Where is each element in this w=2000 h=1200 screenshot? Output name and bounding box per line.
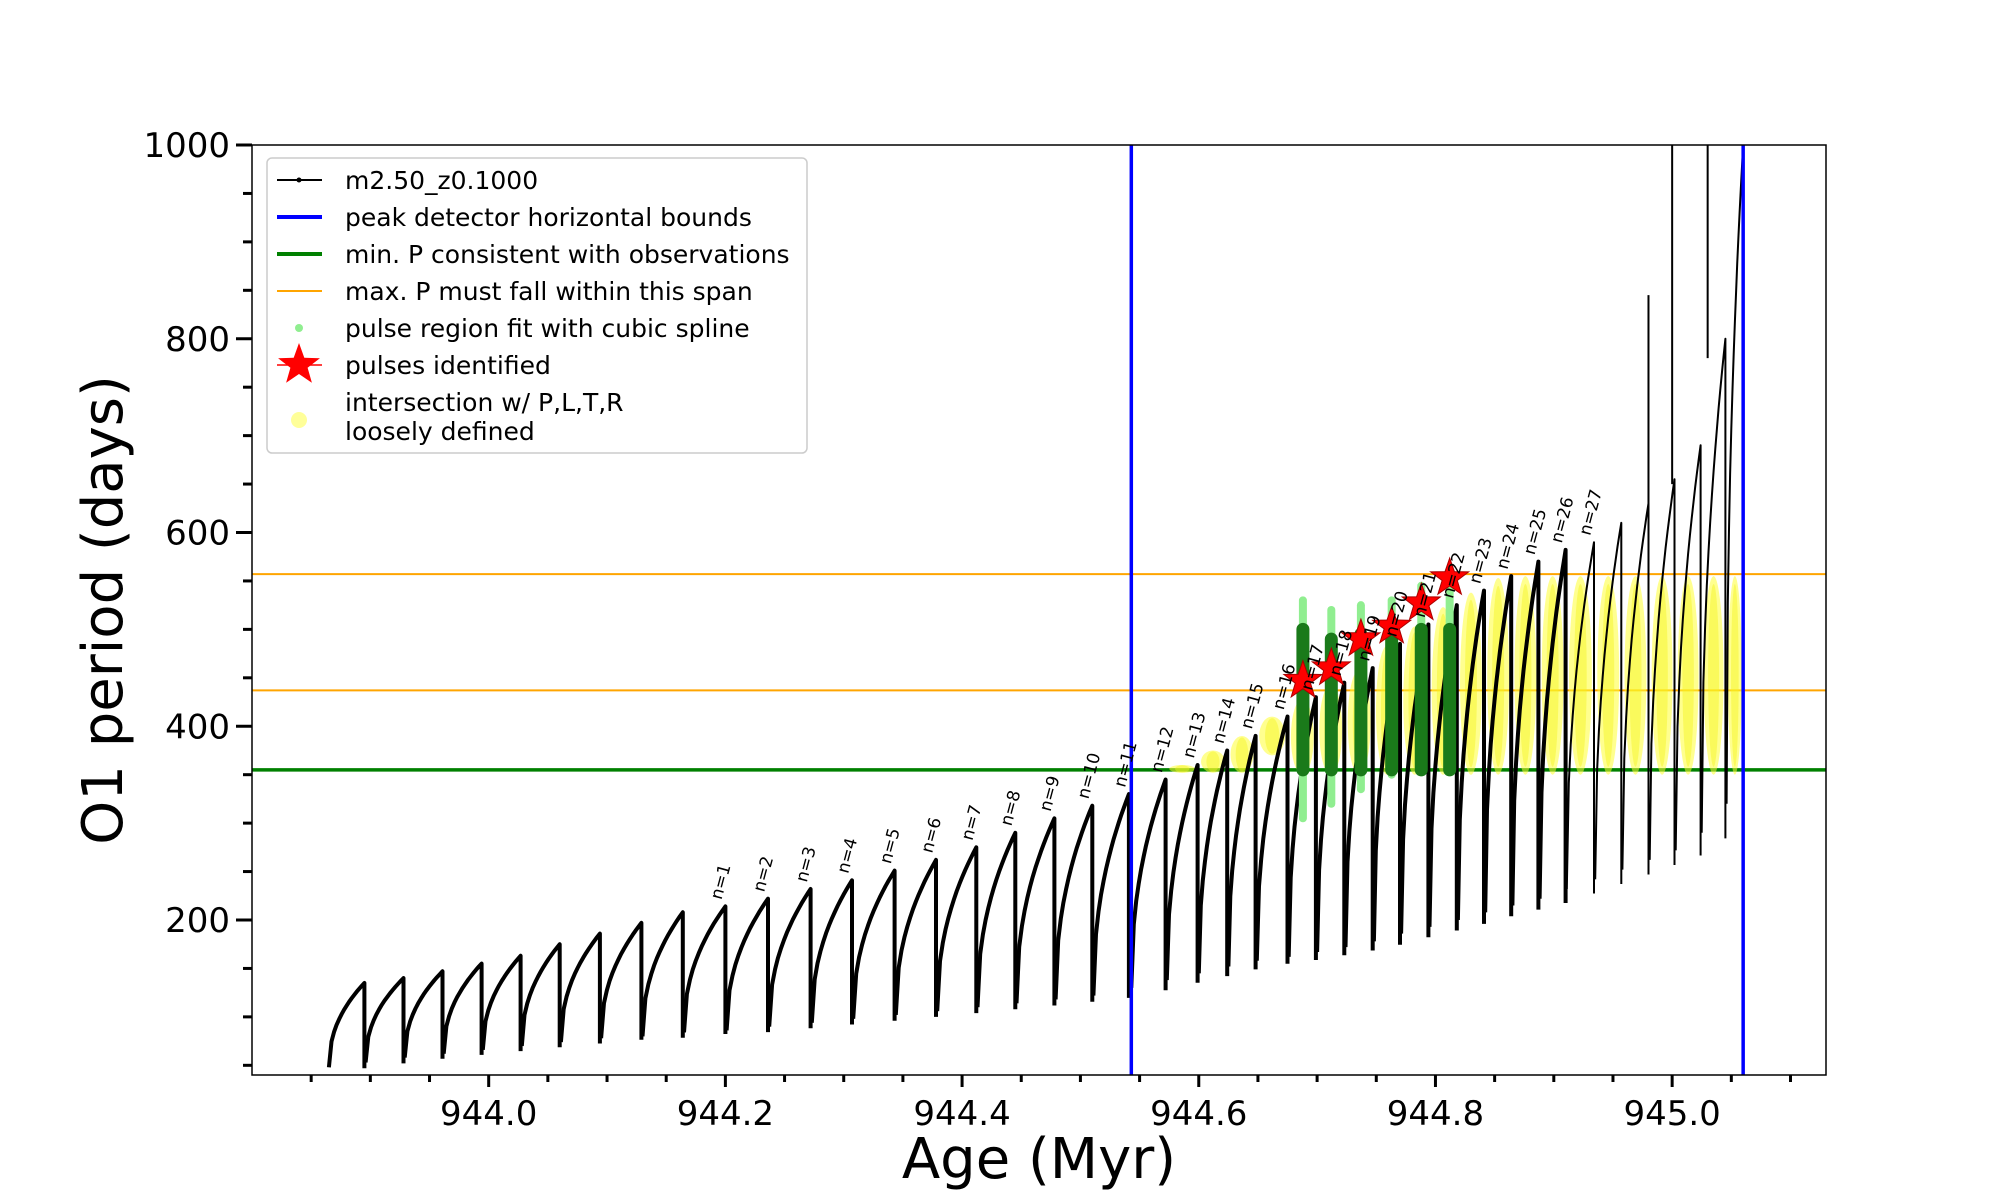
pulse-curve — [1700, 337, 1727, 839]
pulse-curve — [1196, 748, 1230, 977]
intersection-core — [1708, 584, 1720, 767]
x-tick-label: 944.6 — [1150, 1094, 1247, 1134]
pulse-curve — [326, 981, 367, 1069]
pulse-curve — [480, 953, 523, 1052]
x-tick-label: 944.4 — [913, 1094, 1010, 1134]
intersection-core — [1206, 751, 1220, 772]
pulse-curve — [1129, 777, 1168, 991]
pulse-curve — [363, 976, 406, 1064]
intersection-core — [1574, 584, 1587, 767]
intersection-region — [1727, 576, 1742, 775]
legend-label: m2.50_z0.1000 — [345, 166, 538, 195]
intersection-region — [1569, 576, 1592, 775]
intersection-core — [1682, 584, 1694, 767]
pulse-curve — [1455, 588, 1486, 924]
pulse-curve — [975, 830, 1018, 1010]
pulse-curve — [809, 878, 854, 1025]
pulse-curve — [682, 904, 728, 1034]
pulse-identified-star — [1340, 617, 1382, 657]
pulse-curve — [1226, 733, 1258, 970]
pulse-curve — [599, 920, 644, 1040]
legend-swatch-star — [278, 343, 320, 383]
pulse-curve — [640, 910, 685, 1038]
pulse-curve — [1053, 803, 1095, 1002]
pulse-curve — [1674, 444, 1702, 856]
pulse-curve — [1537, 547, 1568, 903]
pulse-identified-star — [1429, 556, 1471, 596]
intersection-region — [1169, 765, 1196, 773]
legend-label: pulses identified — [345, 351, 551, 380]
intersection-core — [1629, 584, 1642, 767]
y-axis-title: O1 period (days) — [71, 375, 136, 845]
x-tick-label: 944.0 — [440, 1094, 537, 1134]
x-tick-label: 944.2 — [677, 1094, 774, 1134]
legend-swatch-dot — [296, 177, 302, 183]
legend-label: pulse region fit with cubic spline — [345, 314, 750, 343]
pulse-curve — [519, 942, 562, 1048]
y-tick-label: 400 — [165, 707, 230, 747]
pulse-curve — [1594, 521, 1623, 884]
pulse-curve — [1621, 502, 1650, 875]
pulse-identified-star — [1371, 604, 1413, 644]
legend-label: peak detector horizontal bounds — [345, 203, 752, 232]
pulse-curve — [1014, 816, 1057, 1006]
x-axis-title: Age (Myr) — [902, 1127, 1176, 1192]
pulse-identified-star — [1310, 646, 1352, 686]
pulse-curve — [1254, 714, 1290, 964]
intersection-region — [1624, 576, 1647, 775]
pulse-curve — [935, 845, 979, 1014]
legend-swatch-dot — [295, 324, 303, 332]
legend-label: intersection w/ P,L,T,R loosely defined — [345, 388, 624, 446]
legend-label: max. P must fall within this span — [345, 277, 753, 306]
y-tick-label: 600 — [165, 514, 230, 554]
axes: 944.0 944.2 944.4 944.6 944.8 945.0 200 400 600 8… — [143, 126, 1792, 1134]
y-tick-label: 200 — [165, 901, 230, 941]
pulse-curve — [851, 868, 897, 1021]
intersection-core — [1656, 584, 1668, 767]
intersection-region — [1201, 750, 1225, 773]
intersection-region — [1651, 576, 1673, 775]
pulse-curve — [724, 896, 770, 1033]
pulse-curve — [558, 931, 602, 1044]
intersection-region — [1703, 576, 1724, 775]
legend-label: min. P consistent with observations — [345, 240, 790, 269]
pulse-curve — [1648, 478, 1676, 865]
pulse-curve — [767, 887, 813, 1029]
x-tick-label: 945.0 — [1623, 1094, 1720, 1134]
pulse-curve — [1483, 574, 1514, 917]
intersection-core — [1235, 737, 1249, 772]
pulse-curve — [1091, 792, 1131, 998]
pulse-curve — [893, 857, 938, 1017]
x-tick-label: 944.8 — [1387, 1094, 1484, 1134]
legend-swatch-circle — [291, 412, 307, 428]
pulse-curve — [1725, 145, 1745, 810]
pulse-curve — [1565, 541, 1595, 894]
pulse-curve — [441, 961, 484, 1055]
intersection-core — [1602, 584, 1615, 767]
intersection-core — [1265, 718, 1280, 754]
plot-area: n=1 n=2 n=3 n=4 n=5 n=6 n=7 n=8 n=9 n=10 n=11 n=12 n… — [252, 145, 1826, 1075]
intersection-core — [1731, 584, 1739, 767]
intersection-region — [1597, 576, 1620, 775]
pulse-identified-star — [1282, 659, 1324, 699]
pulse-curve — [1510, 559, 1541, 910]
y-tick-label: 1000 — [143, 126, 230, 166]
plot-frame — [251, 144, 1827, 1076]
intersection-core — [1175, 765, 1190, 773]
pulse-curve — [1164, 763, 1200, 983]
y-tick-label: 800 — [165, 320, 230, 360]
pulse-curve — [402, 969, 445, 1059]
legend-box — [266, 157, 808, 454]
pulse-identified-star — [1400, 581, 1442, 621]
